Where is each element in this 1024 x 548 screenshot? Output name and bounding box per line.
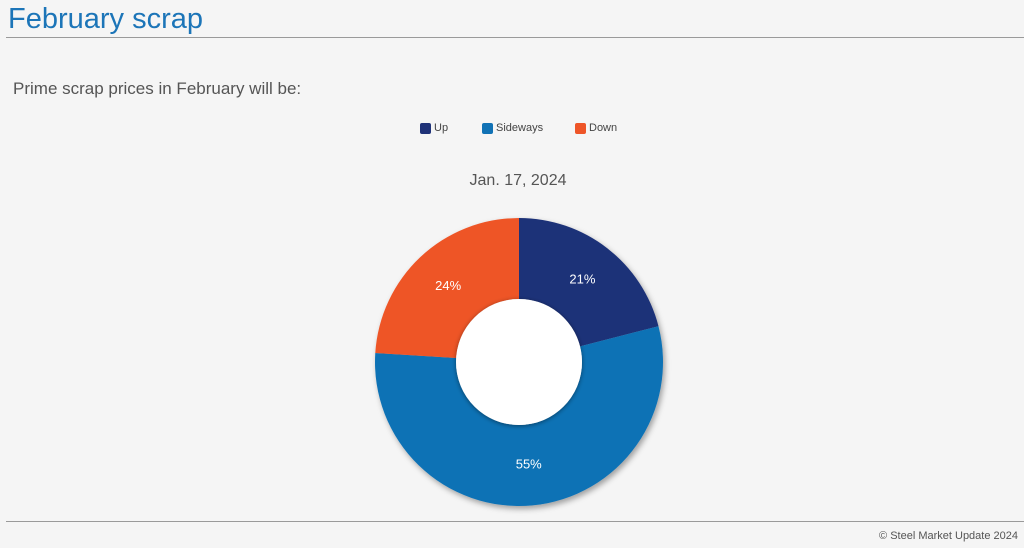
- donut-slices: [374, 218, 663, 507]
- slice-label-sideways: 55%: [516, 456, 542, 471]
- header-divider: [6, 37, 1024, 38]
- chart-legend: Up Sideways Down: [0, 120, 1024, 136]
- legend-item-sideways[interactable]: Sideways: [482, 120, 543, 136]
- legend-label-down: Down: [589, 122, 618, 134]
- legend-swatch-down: [575, 122, 586, 134]
- chart-subtitle: Jan. 17, 2024: [469, 172, 567, 189]
- legend-swatch-sideways: [482, 122, 493, 134]
- donut-slice-up[interactable]: [519, 218, 659, 347]
- slice-label-down: 24%: [435, 278, 461, 293]
- donut-slice-down[interactable]: [375, 218, 519, 359]
- legend-swatch-up: [420, 122, 431, 134]
- copyright-text: © Steel Market Update 2024: [879, 530, 1018, 542]
- legend-label-sideways: Sideways: [496, 122, 544, 134]
- legend-item-up[interactable]: Up: [420, 120, 448, 136]
- page-title: February scrap: [8, 3, 204, 35]
- donut-hole: [456, 299, 582, 425]
- slice-label-up: 21%: [569, 272, 595, 287]
- question-text: Prime scrap prices in February will be:: [13, 79, 302, 98]
- footer-divider: [6, 521, 1024, 522]
- legend-item-down[interactable]: Down: [575, 120, 617, 136]
- donut-slice-labels: 21% 55% 24%: [435, 272, 596, 472]
- donut-slice-sideways[interactable]: [374, 326, 663, 507]
- legend-label-up: Up: [434, 122, 449, 134]
